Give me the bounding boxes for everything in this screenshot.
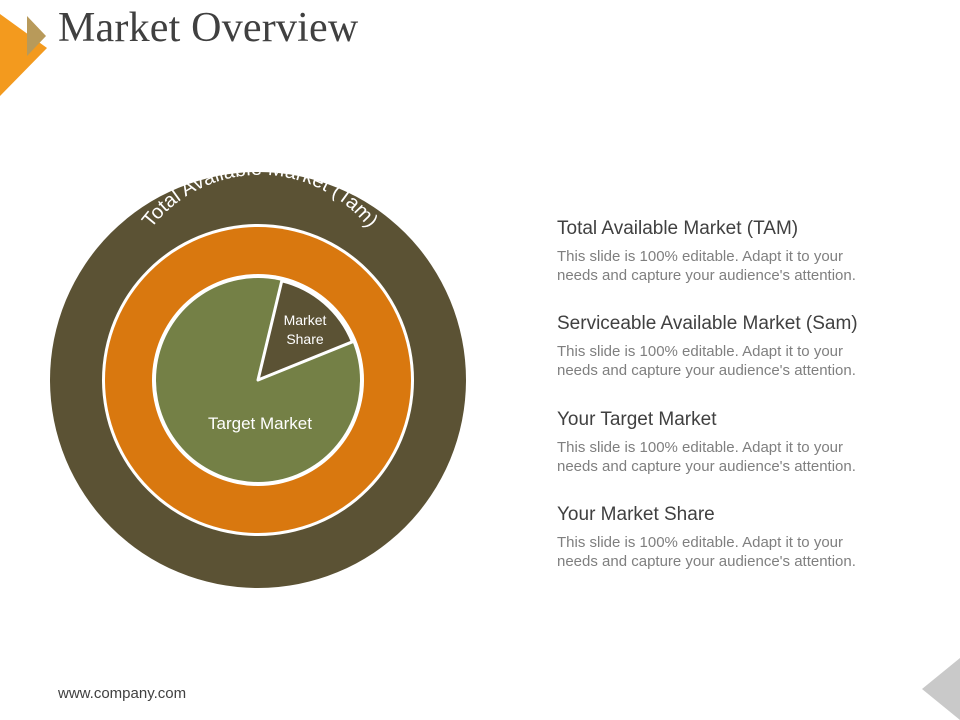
target-market-label: Target Market <box>208 414 312 433</box>
list-item-sam: Serviceable Available Market (Sam) This … <box>557 313 937 408</box>
market-share-slice <box>256 279 354 382</box>
corner-accent-bottom-right <box>922 658 960 720</box>
corner-accent-top-left <box>0 14 47 96</box>
page-title: Market Overview <box>58 5 359 51</box>
list-item-market-share: Your Market Share This slide is 100% edi… <box>557 504 937 599</box>
item-description: This slide is 100% editable. Adapt it to… <box>557 533 856 570</box>
item-heading: Serviceable Available Market (Sam) <box>557 313 858 335</box>
item-heading: Your Market Share <box>557 503 715 525</box>
item-description: This slide is 100% editable. Adapt it to… <box>557 343 856 380</box>
market-circles-diagram: Total Available Market (Tam) Market Shar… <box>50 158 466 588</box>
item-heading: Total Available Market (TAM) <box>557 218 799 239</box>
slice-label-line2: Share <box>286 331 324 347</box>
list-item-target-market: Your Target Market This slide is 100% ed… <box>557 409 937 504</box>
item-description: This slide is 100% editable. Adapt it to… <box>557 248 856 284</box>
item-heading: Your Target Market <box>557 408 717 430</box>
slice-label-line1: Market <box>284 312 327 328</box>
footer-url: www.company.com <box>58 685 187 702</box>
item-description: This slide is 100% editable. Adapt it to… <box>557 438 856 475</box>
market-description-list: Total Available Market (TAM) This slide … <box>557 218 937 599</box>
list-item-tam: Total Available Market (TAM) This slide … <box>557 218 937 313</box>
